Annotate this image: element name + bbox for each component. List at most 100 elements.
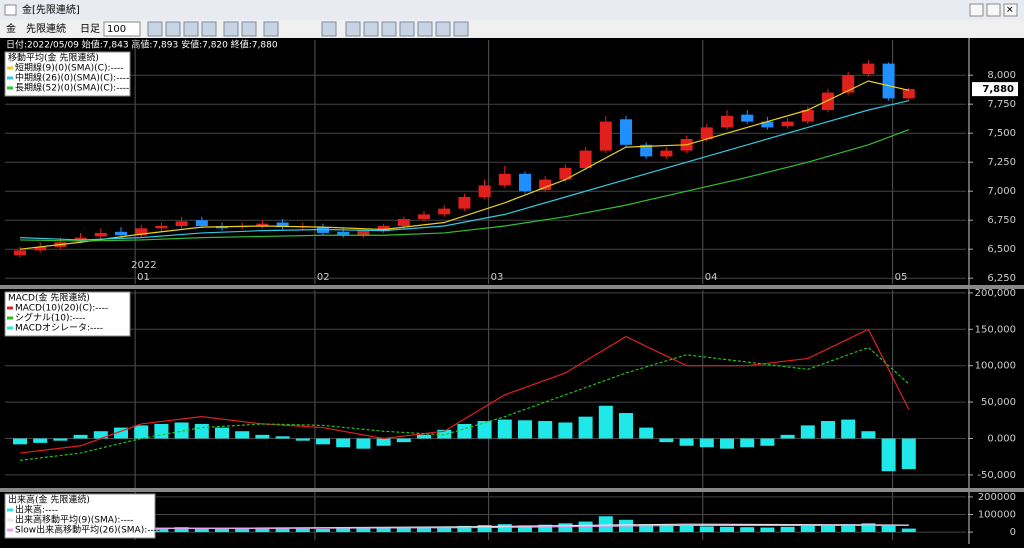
candle-body: [842, 75, 855, 93]
bar: [396, 438, 411, 443]
legend-box: [4, 51, 131, 97]
candle-body: [418, 214, 430, 220]
legend-entry: シグナル(10):----: [15, 312, 86, 324]
candle-body: [599, 121, 612, 151]
candle-body: [660, 150, 673, 157]
bar: [800, 525, 815, 533]
candle-body: [438, 208, 451, 215]
candle-body: [256, 223, 269, 226]
count[interactable]: 100: [107, 24, 126, 35]
bar: [659, 525, 674, 533]
y-tick-label: -50,000: [977, 470, 1016, 481]
bar: [215, 528, 229, 533]
bar: [417, 526, 431, 533]
bar: [275, 527, 290, 533]
bar: [760, 438, 775, 446]
bar: [275, 436, 290, 439]
y-tick-label: 7,250: [987, 157, 1016, 168]
candle-body: [397, 219, 410, 226]
bar: [720, 438, 734, 449]
bar: [760, 527, 775, 533]
bar: [518, 420, 532, 439]
bar: [598, 405, 613, 439]
bar: [376, 527, 391, 533]
bar: [295, 438, 310, 441]
bar: [659, 438, 674, 443]
candle-body: [700, 127, 713, 139]
bar: [538, 421, 553, 439]
bar: [861, 431, 876, 439]
candle-body: [337, 231, 350, 236]
window-buttons[interactable]: ✕: [969, 3, 1018, 17]
candle-body: [761, 121, 774, 128]
candle-body: [539, 179, 552, 191]
bar: [174, 422, 189, 439]
bar: [437, 429, 452, 439]
period[interactable]: 日足: [80, 23, 100, 35]
bar: [558, 422, 573, 439]
candle-body: [721, 115, 733, 128]
bar: [437, 526, 452, 533]
legend-box: [4, 291, 131, 337]
bar: [477, 525, 492, 533]
bar: [114, 427, 128, 439]
info-line: 日付:2022/05/09 始値:7,843 高値:7,893 安値:7,820…: [6, 39, 278, 51]
tool-icons[interactable]: [147, 21, 469, 37]
y-tick-label: 100000: [978, 510, 1016, 521]
bar: [679, 525, 694, 533]
bar: [800, 425, 815, 439]
chart-area: [0, 38, 1024, 544]
y-tick-label: 50,000: [981, 397, 1016, 408]
legend-entry: 短期線(9)(0)(SMA)(C):----: [15, 62, 123, 74]
y-tick-label: 200,000: [975, 288, 1016, 299]
bar: [53, 438, 68, 441]
bar: [477, 421, 492, 439]
bar: [235, 528, 250, 533]
candle-body: [34, 246, 47, 251]
count-box[interactable]: [103, 21, 141, 37]
bar: [639, 524, 654, 533]
last-price-label: 7,880: [982, 84, 1014, 95]
candle-body: [458, 197, 471, 209]
candle-body: [175, 221, 188, 226]
bar: [639, 427, 654, 439]
symbol[interactable]: 金: [6, 22, 16, 35]
contract[interactable]: 先限連続: [26, 22, 66, 35]
candle-body: [357, 230, 370, 236]
bar: [33, 438, 48, 443]
bar: [255, 434, 270, 439]
bar: [740, 438, 755, 448]
bar: [619, 413, 633, 439]
candle-body: [559, 168, 572, 180]
legend-entry: 中期線(26)(0)(SMA)(C):----: [15, 72, 129, 84]
bar: [558, 523, 573, 533]
x-tick-label: 03: [491, 272, 504, 283]
bar: [720, 526, 734, 533]
bar: [336, 438, 351, 448]
bar: [578, 416, 593, 439]
legend-entry: Slow出来高移動平均(26)(SMA):----: [15, 524, 160, 536]
window-title: 金[先限連続]: [22, 3, 80, 16]
candle-body: [801, 110, 814, 122]
x-tick-label: 05: [895, 272, 908, 283]
bar: [215, 427, 229, 439]
candle-body: [882, 63, 895, 99]
legend-entry: 長期線(52)(0)(SMA)(C):----: [15, 82, 129, 94]
candle-body: [115, 231, 127, 236]
legend-title: 出来高(金 先限連続): [8, 494, 90, 506]
pane-divider: [0, 285, 1024, 289]
bar: [497, 524, 512, 533]
bar: [174, 527, 189, 533]
y-tick-label: 0.000: [987, 434, 1016, 445]
bar: [93, 431, 108, 439]
bar: [901, 438, 916, 470]
y-tick-label: 150,000: [975, 324, 1016, 335]
y-tick-label: 6,250: [987, 273, 1016, 284]
bar: [497, 419, 512, 439]
x-tick-label: 04: [705, 272, 718, 283]
bar: [518, 525, 532, 533]
legend-title: 移動平均(金 先限連続): [8, 52, 99, 64]
bar: [316, 528, 330, 533]
bar: [194, 528, 209, 533]
